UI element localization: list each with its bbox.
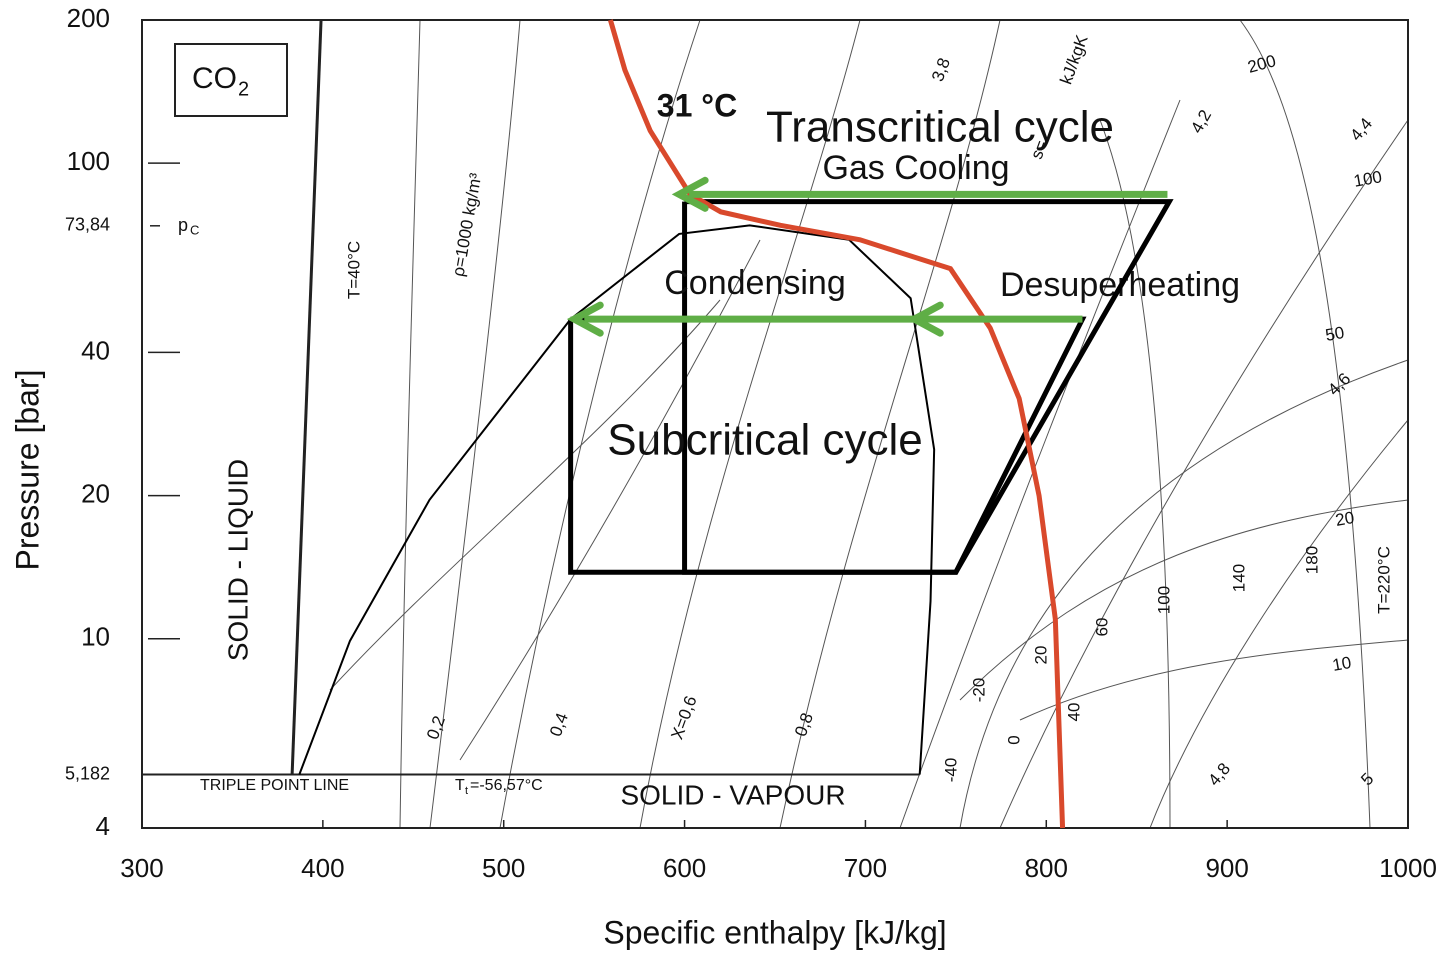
- process-label: Gas Cooling: [822, 149, 1009, 187]
- isoline-label: X=0,6: [667, 693, 700, 742]
- isentrope: [639, 19, 861, 829]
- quality-line: [459, 239, 761, 761]
- plot-frame: [141, 19, 1409, 829]
- isoline-label: 4,6: [1324, 369, 1354, 399]
- isoline-label: T=220°C: [1374, 546, 1393, 614]
- isentrope: [899, 99, 1181, 829]
- isoline-label: kJ/kgK: [1056, 32, 1092, 87]
- isentrope: [499, 19, 701, 829]
- triple-point-label: TRIPLE POINT LINE: [200, 777, 349, 794]
- y-axis-label: Pressure [bar]: [9, 370, 45, 571]
- isochore: [959, 359, 1409, 829]
- isoline-label: 0,8: [791, 710, 817, 739]
- x-tick-label: 400: [301, 853, 344, 883]
- y-tick-label: 10: [81, 622, 110, 652]
- critical-pressure-label: p: [178, 215, 188, 235]
- series-label: 31 °C: [657, 87, 737, 123]
- isoline-label: 4,2: [1187, 107, 1215, 137]
- x-tick-label: 300: [120, 853, 163, 883]
- isoline-label: 100: [1352, 167, 1383, 191]
- substance-box: [174, 43, 288, 117]
- series-label: Transcritical cycle: [766, 103, 1114, 152]
- isoline-label: 100: [1154, 586, 1173, 614]
- isoline-label: 0,4: [546, 710, 572, 739]
- substance: CO: [192, 62, 237, 95]
- series-line: [682, 199, 1174, 575]
- critical-pressure-subscript: C: [190, 222, 199, 237]
- substance-subscript: 2: [238, 78, 249, 100]
- isoline-label: 0: [1004, 735, 1023, 744]
- region-label: SOLID - VAPOUR: [620, 779, 845, 810]
- x-axis-label: Specific enthalpy [kJ/kg]: [603, 914, 946, 950]
- isoline-label: 20: [1031, 646, 1050, 665]
- melting-line: [290, 19, 323, 775]
- isentrope: [999, 119, 1409, 829]
- y-tick-label: 40: [81, 335, 110, 365]
- isoline-label: 40: [1064, 703, 1083, 722]
- x-tick-label: 900: [1205, 853, 1248, 883]
- isotherm: [1099, 119, 1171, 829]
- y-tick-label: 200: [67, 3, 110, 33]
- isoline-label: 60: [1092, 618, 1111, 637]
- series-label: Subcritical cycle: [607, 416, 922, 465]
- region-label: SOLID - LIQUID: [222, 459, 253, 661]
- y-tick-label: 5,182: [65, 763, 110, 783]
- isotherm: [1239, 19, 1371, 829]
- triple-point-temperature: T: [455, 777, 465, 794]
- y-tick-label: 20: [81, 478, 110, 508]
- arrow-head: [671, 176, 709, 212]
- isoline-label: 3,8: [928, 55, 954, 84]
- isoline-label: 200: [1246, 51, 1278, 77]
- isotherm: [399, 19, 421, 829]
- isotherm: [429, 19, 521, 829]
- isochore: [959, 499, 1409, 701]
- isoline-label: T=40°C: [344, 241, 363, 299]
- isoline-label: 50: [1324, 323, 1346, 345]
- isoline-label: -40: [941, 758, 960, 783]
- saturation-dome: [298, 224, 936, 775]
- isoline-label: 140: [1229, 564, 1248, 592]
- isoline-label: ρ=1000 kg/m³: [449, 171, 486, 278]
- arrow-head: [566, 301, 604, 337]
- isoline-label: s=: [1027, 138, 1051, 162]
- x-tick-label: 1000: [1379, 853, 1437, 883]
- isochore: [1019, 639, 1409, 721]
- x-tick-label: 600: [663, 853, 706, 883]
- y-tick-label: 4: [96, 811, 110, 841]
- isoline-label: 180: [1302, 546, 1321, 574]
- x-tick-label: 800: [1025, 853, 1068, 883]
- isoline-label: 4,8: [1204, 759, 1234, 789]
- isoline-label: 4,4: [1346, 114, 1376, 144]
- triple-point-temperature-sub: t: [465, 785, 468, 797]
- series-line: [608, 19, 1066, 829]
- quality-line: [329, 299, 721, 691]
- triple-point-temperature-value: =-56,57°C: [470, 777, 543, 794]
- y-tick-label: 100: [67, 146, 110, 176]
- process-label: Condensing: [664, 264, 845, 302]
- isoline-label: 0,2: [423, 713, 449, 742]
- isentrope: [779, 19, 1001, 829]
- y-tick-label: 73,84: [65, 215, 110, 235]
- arrow-head: [906, 301, 944, 337]
- background-isolines: [329, 19, 1409, 829]
- x-tick-label: 500: [482, 853, 525, 883]
- isoline-label: 20: [1334, 508, 1356, 530]
- isentrope: [1149, 419, 1409, 829]
- isoline-label: -20: [969, 678, 988, 703]
- isoline-label: 10: [1331, 653, 1353, 675]
- x-tick-label: 700: [844, 853, 887, 883]
